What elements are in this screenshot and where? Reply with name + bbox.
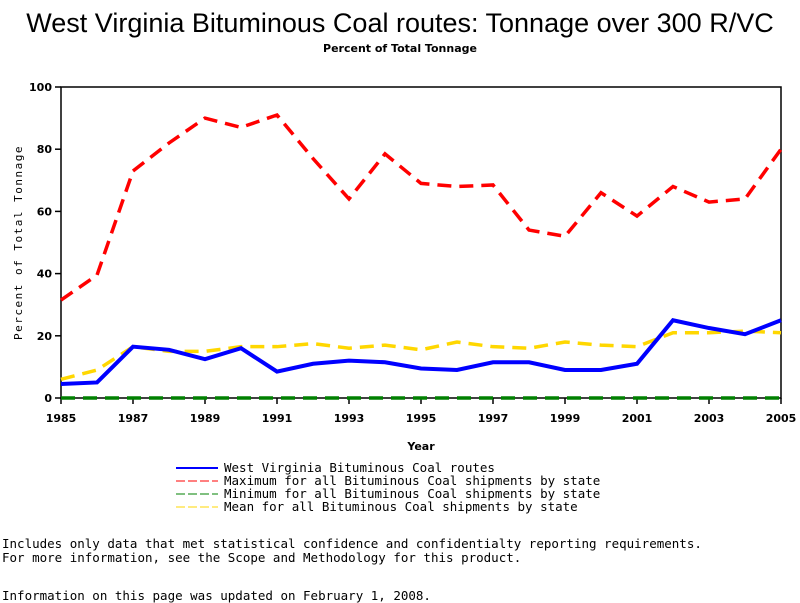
- y-tick-label: 40: [37, 268, 53, 281]
- x-tick-label: 2005: [766, 412, 797, 425]
- note-line: Includes only data that met statistical …: [2, 537, 702, 551]
- series-line-3: [61, 331, 781, 379]
- x-tick-label: 1999: [550, 412, 581, 425]
- y-tick-label: 100: [29, 81, 52, 94]
- line-chart: 0 20 40 60 80 100 1985 1987 1989 1991 1993 1995 1997…: [0, 0, 800, 460]
- legend-swatch: [176, 504, 218, 510]
- legend-swatch: [176, 465, 218, 471]
- y-tick-label: 60: [37, 205, 53, 218]
- x-tick-label: 1997: [478, 412, 509, 425]
- y-tick-label: 0: [44, 392, 52, 405]
- x-tick-label: 1993: [334, 412, 365, 425]
- series-line-1: [61, 115, 781, 300]
- note-line: For more information, see the Scope and …: [2, 551, 702, 565]
- legend-swatch: [176, 478, 218, 484]
- legend-item: Mean for all Bituminous Coal shipments b…: [176, 500, 600, 513]
- x-tick-label: 2001: [622, 412, 653, 425]
- updated-text: Information on this page was updated on …: [2, 588, 431, 603]
- x-tick-label: 1987: [118, 412, 149, 425]
- y-tick-label: 80: [37, 143, 53, 156]
- legend-swatch: [176, 491, 218, 497]
- x-tick-label: 1995: [406, 412, 437, 425]
- x-tick-label: 2003: [694, 412, 725, 425]
- legend-label: Mean for all Bituminous Coal shipments b…: [224, 500, 578, 513]
- notes: Includes only data that met statistical …: [2, 537, 702, 564]
- x-tick-label: 1989: [190, 412, 221, 425]
- y-tick-label: 20: [37, 330, 53, 343]
- x-tick-label: 1985: [46, 412, 77, 425]
- x-axis-label: Year: [406, 440, 435, 453]
- x-tick-label: 1991: [262, 412, 293, 425]
- y-axis-label: Percent of Total Tonnage: [12, 145, 25, 340]
